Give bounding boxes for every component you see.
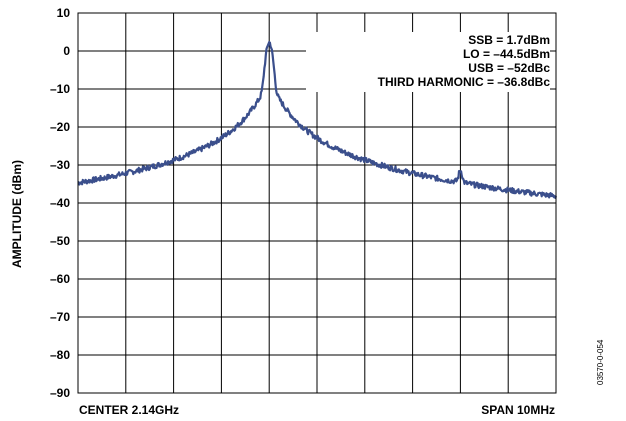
y-tick-label: –60 (50, 272, 70, 286)
y-tick-label: –10 (50, 82, 70, 96)
x-right-label: SPAN 10MHz (481, 403, 555, 417)
y-tick-label: –40 (50, 196, 70, 210)
annotation-lo: LO = –44.5dBm (463, 47, 550, 61)
x-left-label: CENTER 2.14GHz (79, 403, 179, 417)
y-tick-label: –30 (50, 158, 70, 172)
spectrum-trace (77, 41, 558, 199)
figure-id: 03570-0-054 (596, 339, 605, 385)
y-tick-label: –70 (50, 310, 70, 324)
plot-frame (77, 12, 557, 394)
y-axis-label: AMPLITUDE (dBm) (10, 160, 24, 268)
y-tick-label: –50 (50, 234, 70, 248)
y-tick-label: –80 (50, 348, 70, 362)
y-tick-labels: 10 0 –10 –20 –30 –40 –50 –60 –70 –80 –90 (50, 6, 70, 400)
y-tick-label: –20 (50, 120, 70, 134)
annotation-ssb: SSB = 1.7dBm (468, 33, 550, 47)
annotation-usb: USB = –52dBc (468, 61, 550, 75)
annotation-third-harmonic: THIRD HARMONIC = –36.8dBc (378, 75, 551, 89)
y-tick-label: 0 (63, 44, 70, 58)
annotation-box: SSB = 1.7dBm LO = –44.5dBm USB = –52dBc … (306, 32, 550, 92)
y-tick-label: 10 (57, 6, 71, 20)
y-tick-label: –90 (50, 386, 70, 400)
